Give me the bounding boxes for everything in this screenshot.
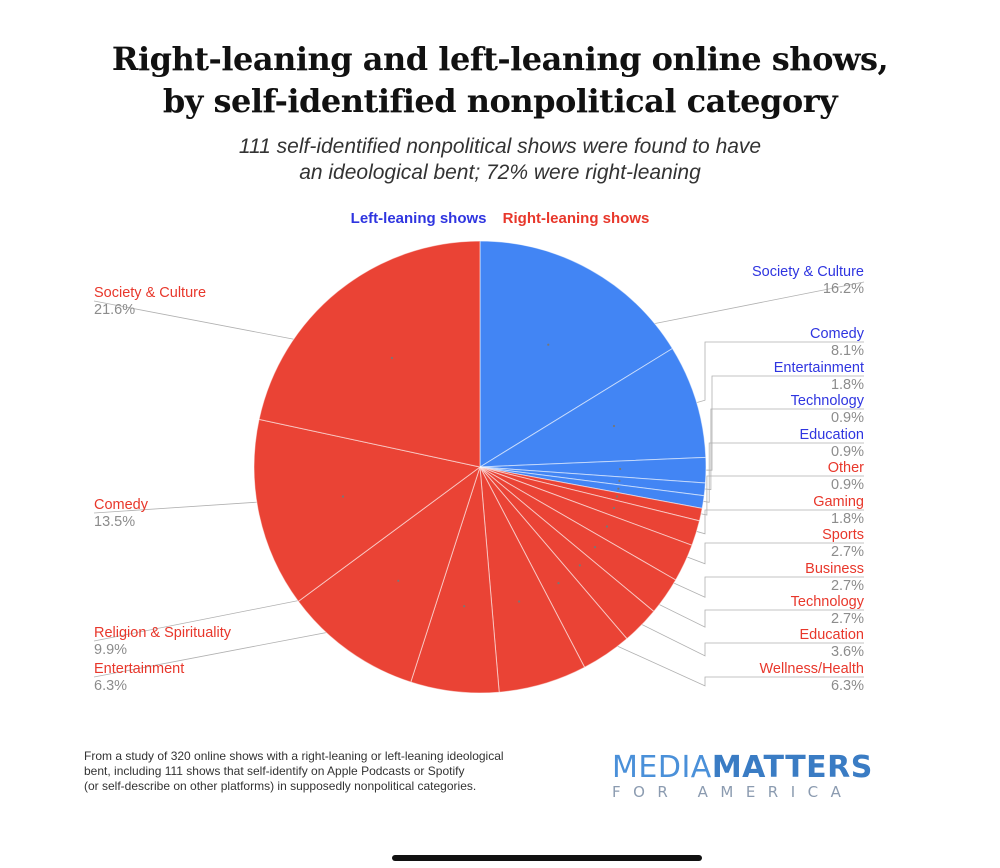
slice-label-name-4: Education (800, 427, 865, 443)
leader-dot-9 (578, 564, 581, 567)
slice-label-value-3: 0.9% (831, 410, 864, 426)
pie-slice-right-15 (258, 240, 481, 468)
logo-wordmark: MEDIAMATTERS (612, 750, 872, 785)
chart-title-line-2: by self-identified nonpolitical category (162, 82, 838, 120)
slice-label-name-1: Comedy (810, 326, 865, 342)
slice-label-value-5: 0.9% (831, 477, 864, 493)
slice-label-value-13: 9.9% (94, 642, 127, 658)
pie-slices (253, 240, 707, 694)
slice-label-value-10: 3.6% (831, 644, 864, 660)
slice-label-name-2: Entertainment (774, 360, 864, 376)
slice-label-name-10: Education (800, 627, 865, 643)
leader-dot-14 (341, 495, 345, 498)
slice-label-value-9: 2.7% (831, 611, 864, 627)
footnote: From a study of 320 online shows with a … (84, 749, 604, 794)
slice-label-name-0: Society & Culture (752, 264, 864, 280)
leader-dot-7 (605, 525, 609, 528)
slice-label-name-5: Other (828, 460, 864, 476)
slice-label-name-14: Comedy (94, 497, 149, 513)
slice-label-name-15: Society & Culture (94, 285, 206, 301)
logo-media-text: MEDIA (612, 750, 712, 785)
slice-label-value-1: 8.1% (831, 343, 864, 359)
home-indicator[interactable] (392, 855, 702, 861)
pie-slice-right-13 (297, 465, 481, 683)
legend-left-leaning: Left-leaning shows (350, 210, 487, 227)
leader-dot-8 (593, 546, 597, 549)
chart-title: Right-leaning and left-leaning online sh… (0, 38, 1000, 122)
leader-dot-5 (615, 495, 619, 498)
slice-label-name-6: Gaming (813, 494, 864, 510)
leader-dot-0 (547, 343, 550, 346)
slice-labels: Society & Culture16.2%Comedy8.1%Entertai… (94, 264, 865, 694)
slice-label-name-13: Religion & Spirituality (94, 625, 232, 641)
leader-dot-11 (518, 600, 521, 603)
leader-dot-10 (557, 582, 560, 585)
leader-dot-4 (617, 487, 620, 490)
slice-label-value-4: 0.9% (831, 444, 864, 460)
leader-dot-15 (390, 356, 394, 360)
slice-label-value-8: 2.7% (831, 578, 864, 594)
leader-dot-3 (618, 479, 621, 482)
leader-dot-1 (612, 424, 616, 428)
slice-label-name-7: Sports (822, 527, 864, 543)
slice-label-value-12: 6.3% (94, 678, 127, 694)
slice-label-value-0: 16.2% (823, 281, 864, 297)
pie-slice-left-0 (479, 240, 674, 468)
pie-slice-right-14 (253, 418, 482, 603)
slice-label-value-2: 1.8% (831, 377, 864, 393)
chart-title-line-1: Right-leaning and left-leaning online sh… (111, 40, 889, 78)
footnote-line-1: From a study of 320 online shows with a … (84, 749, 504, 763)
chart-legend: Left-leaning shows Right-leaning shows (0, 210, 1000, 227)
slice-label-value-11: 6.3% (831, 678, 864, 694)
pie-slice-left-1 (478, 347, 707, 468)
logo-matters-text: MATTERS (711, 750, 873, 785)
slice-label-name-8: Business (805, 561, 864, 577)
slice-label-name-3: Technology (791, 393, 865, 409)
logo-tagline: FOR AMERICA (612, 783, 854, 801)
slice-label-name-11: Wellness/Health (759, 661, 864, 677)
slice-label-name-9: Technology (791, 594, 865, 610)
leader-dot-2 (619, 467, 622, 471)
leader-dot-6 (612, 506, 616, 510)
chart-subtitle-line-2: an ideological bent; 72% were right-lean… (299, 161, 701, 184)
footnote-line-2: bent, including 111 shows that self-iden… (84, 764, 465, 778)
slice-label-value-14: 13.5% (94, 514, 135, 530)
legend-right-leaning: Right-leaning shows (502, 210, 650, 227)
chart-subtitle: 111 self-identified nonpolitical shows w… (0, 134, 1000, 186)
footnote-line-3: (or self-describe on other platforms) in… (84, 779, 477, 793)
slice-label-name-12: Entertainment (94, 661, 184, 677)
slice-label-value-15: 21.6% (94, 302, 135, 318)
chart-subtitle-line-1: 111 self-identified nonpolitical shows w… (238, 135, 762, 158)
slice-label-value-7: 2.7% (831, 544, 864, 560)
leader-dot-12 (463, 605, 466, 608)
media-matters-logo: MEDIAMATTERS FOR AMERICA (612, 750, 872, 801)
slice-label-value-6: 1.8% (831, 511, 864, 527)
leader-dot-13 (397, 579, 400, 582)
